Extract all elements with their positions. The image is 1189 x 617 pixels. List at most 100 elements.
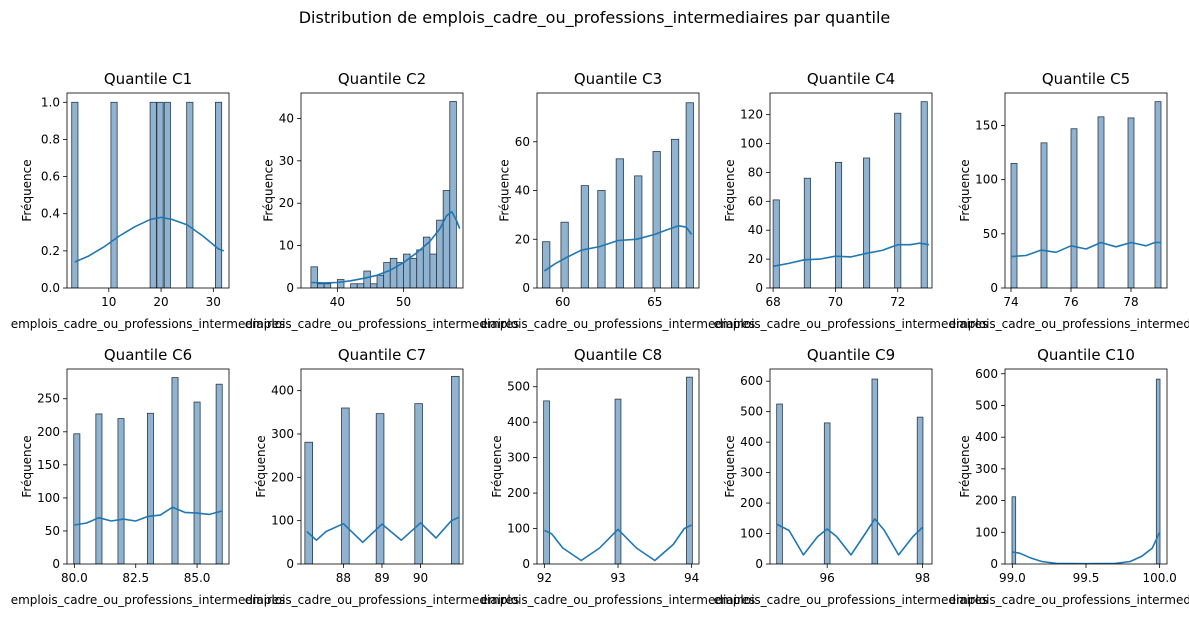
axes-frame [1004, 368, 1168, 565]
histogram-bar [429, 253, 437, 288]
y-tick-label: 150 [37, 458, 60, 472]
x-axis-label: emplois_cadre_ou_professions_intermediai… [949, 317, 1189, 331]
histogram-bar [670, 138, 680, 288]
x-tick-label: 92 [537, 571, 552, 585]
kde-curve [306, 516, 460, 544]
plot-marks [1011, 378, 1161, 564]
y-tick-label: 500 [740, 405, 763, 419]
plot-marks [310, 101, 461, 288]
y-tick-label: 500 [975, 398, 998, 412]
plot-marks [1010, 101, 1162, 288]
subplot-title: Quantile C6 [104, 346, 192, 364]
y-tick-label: 0 [286, 281, 294, 295]
x-tick-label: 40 [330, 295, 345, 309]
subplot-2: 40 50 0 10 20 30 40 Quantile C2 emplois_cadre_ou… [245, 70, 520, 331]
y-tick-label: 40 [748, 223, 763, 237]
x-tick-label: 85.0 [184, 571, 211, 585]
y-tick-label: 200 [37, 425, 60, 439]
histogram-bar [597, 190, 606, 288]
x-tick-label: 98 [915, 571, 930, 585]
plot-marks [73, 377, 223, 564]
histogram-bar [436, 219, 444, 288]
y-tick-label: 0.4 [41, 207, 60, 221]
x-tick-label: 88 [336, 571, 351, 585]
subplot-1: 10 20 30 0.0 0.2 0.4 0.6 0.8 1.0 Quantile C1 emplo… [11, 70, 286, 331]
y-tick-label: 20 [748, 252, 763, 266]
y-tick-label: 40 [515, 184, 530, 198]
histogram-bar [615, 158, 624, 288]
y-tick-label: 60 [748, 194, 763, 208]
subplot-title: Quantile C9 [807, 346, 895, 364]
y-tick-label: 100 [271, 514, 294, 528]
y-tick-label: 0 [522, 557, 530, 571]
y-axis-label: Fréquence [261, 159, 275, 221]
subplot-10: 99.0 99.5 100.0 0 100 200 300 400 500 600 Quantile… [949, 346, 1189, 607]
histogram-bar [375, 413, 385, 564]
y-tick-label: 200 [507, 486, 530, 500]
y-axis-label: Fréquence [254, 435, 268, 497]
histogram-bar [920, 101, 928, 288]
histogram-bar [776, 403, 783, 564]
y-tick-label: 400 [740, 435, 763, 449]
kde-curve [74, 506, 222, 526]
histogram-bar [686, 376, 693, 564]
kde-curve [74, 216, 225, 263]
y-tick-label: 200 [740, 496, 763, 510]
histogram-bar [163, 101, 171, 288]
histogram-bar [451, 375, 460, 564]
y-tick-label: 0 [286, 557, 294, 571]
subplot-6: 80.0 82.5 85.0 0 50 100 150 200 250 Quantile C6 em… [11, 346, 286, 607]
y-tick-label: 150 [975, 119, 998, 133]
y-tick-label: 500 [507, 380, 530, 394]
kde-curve [543, 225, 693, 272]
histogram-bar [310, 266, 318, 288]
histogram-bar [171, 377, 179, 564]
histogram-bar [803, 177, 811, 288]
y-tick-label: 60 [515, 135, 530, 149]
kde-curve [772, 242, 930, 268]
y-tick-label: 100 [740, 527, 763, 541]
y-tick-label: 0 [990, 281, 998, 295]
x-axis-label: emplois_cadre_ou_professions_intermediai… [481, 317, 756, 331]
histogram-bar [409, 257, 418, 288]
y-axis-label: Fréquence [958, 159, 972, 221]
axes-frame [1004, 92, 1168, 289]
y-tick-label: 0 [990, 557, 998, 571]
subplot-title: Quantile C2 [338, 70, 426, 88]
histogram-bar [1154, 101, 1162, 288]
kde-curve [776, 518, 924, 556]
x-tick-label: 96 [820, 571, 835, 585]
histogram-bar [389, 257, 398, 288]
histogram-bar [1070, 128, 1078, 288]
x-tick-label: 99.0 [999, 571, 1026, 585]
x-axis-label: emplois_cadre_ou_professions_intermediai… [245, 593, 520, 607]
histogram-bar [186, 101, 194, 288]
x-tick-label: 10 [101, 295, 116, 309]
x-axis-label: emplois_cadre_ou_professions_intermediai… [714, 593, 989, 607]
histogram-bar [863, 157, 871, 288]
plot-marks [543, 376, 693, 564]
histogram-bar [350, 283, 358, 288]
histogram-bar [304, 441, 313, 564]
plot-marks [542, 102, 694, 288]
y-tick-label: 0 [522, 281, 530, 295]
x-tick-label: 100.0 [1142, 571, 1176, 585]
histogram-bar [117, 418, 125, 564]
histogram-bar [916, 416, 924, 564]
histogram-bar [73, 433, 81, 564]
kde-curve [544, 524, 692, 562]
x-tick-label: 30 [206, 295, 221, 309]
y-tick-label: 200 [271, 470, 294, 484]
y-tick-label: 20 [279, 196, 294, 210]
y-tick-label: 30 [279, 154, 294, 168]
y-tick-label: 10 [279, 239, 294, 253]
x-tick-label: 89 [374, 571, 389, 585]
y-tick-label: 0 [755, 281, 763, 295]
y-axis-label: Fréquence [20, 435, 34, 497]
histogram-bar [414, 403, 423, 564]
x-tick-label: 94 [684, 571, 699, 585]
x-axis-label: emplois_cadre_ou_professions_intermediai… [11, 317, 286, 331]
x-tick-label: 50 [396, 295, 411, 309]
histogram-bar [685, 102, 694, 288]
y-tick-label: 400 [507, 415, 530, 429]
